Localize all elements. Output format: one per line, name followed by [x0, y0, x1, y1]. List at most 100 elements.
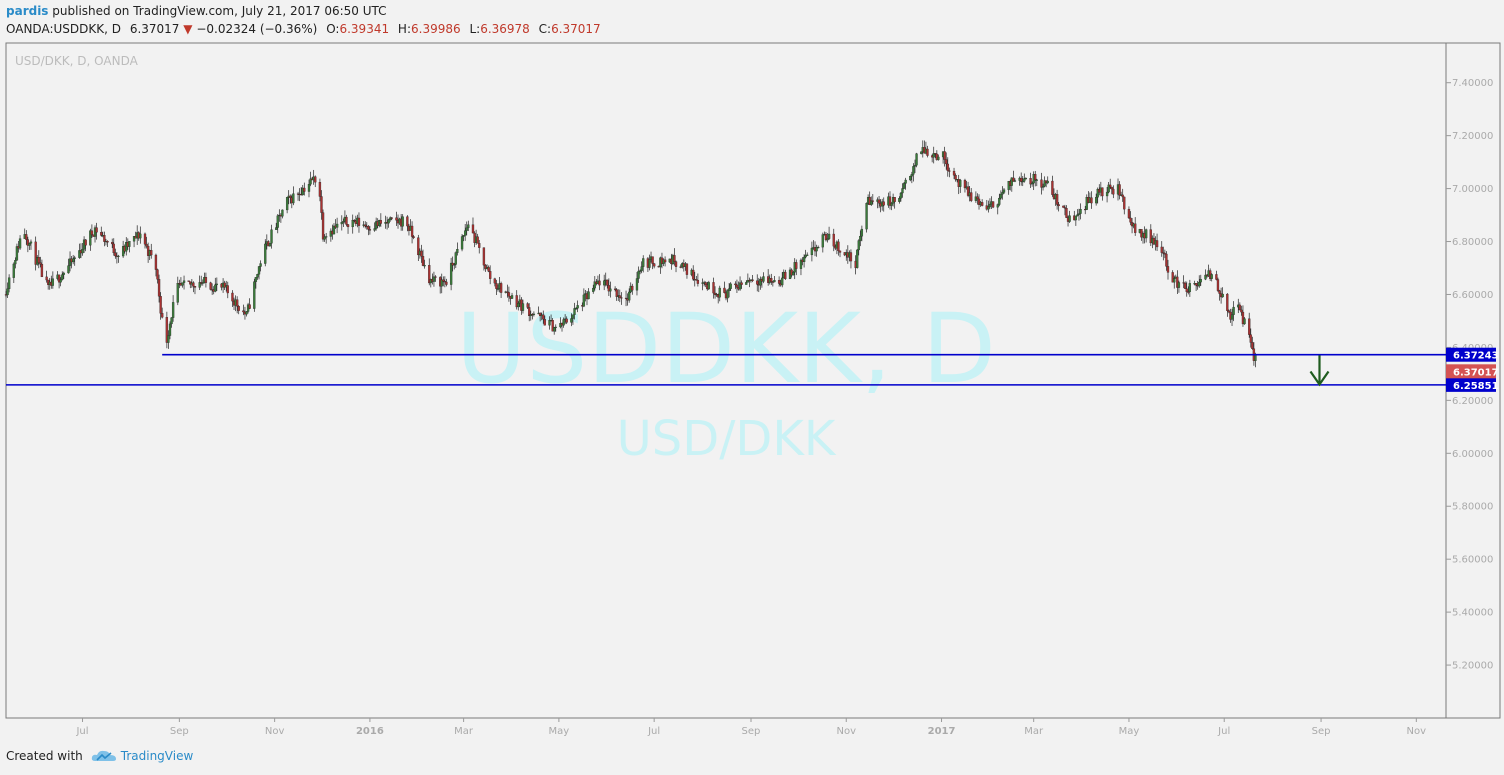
candle-body — [865, 203, 868, 230]
candle — [773, 276, 776, 283]
candle-body — [759, 278, 762, 286]
candle-body — [729, 283, 732, 289]
candle — [460, 233, 464, 252]
candle — [449, 257, 453, 291]
candle-body — [496, 288, 500, 290]
candle-body — [824, 233, 828, 241]
candle — [464, 224, 467, 241]
candle-body — [78, 250, 81, 258]
candle-body — [554, 326, 557, 328]
candle — [181, 282, 184, 288]
candle — [521, 299, 525, 314]
candle-body — [727, 288, 731, 291]
candle-body — [231, 292, 234, 302]
candle-body — [100, 232, 103, 236]
candle-body — [256, 274, 259, 278]
candle — [1029, 172, 1032, 189]
candle-body — [574, 308, 578, 310]
candle-body — [565, 318, 568, 323]
candle-body — [248, 304, 251, 309]
candle — [723, 281, 726, 294]
candle — [587, 288, 590, 300]
candle — [571, 314, 575, 325]
candle-body — [487, 267, 490, 272]
candle-body — [692, 269, 695, 280]
candle-body — [1171, 272, 1174, 283]
candle — [45, 270, 48, 283]
candle — [510, 292, 514, 300]
candle — [576, 300, 579, 313]
candle-body — [827, 233, 831, 239]
candle — [712, 277, 715, 299]
candle — [554, 324, 557, 332]
candle-body — [802, 256, 806, 263]
candle-body — [410, 225, 414, 237]
author-link[interactable]: pardis — [6, 4, 49, 18]
candle-body — [1057, 204, 1060, 207]
candle — [254, 277, 258, 289]
candle — [804, 249, 807, 259]
candle-body — [966, 186, 970, 196]
candle — [1063, 204, 1067, 216]
tradingview-link[interactable]: TradingView — [120, 749, 194, 763]
candle-body — [746, 280, 750, 283]
candle-body — [59, 279, 62, 283]
candle-body — [323, 236, 326, 240]
candle-body — [877, 199, 881, 204]
candle-body — [1041, 186, 1045, 188]
candle-body — [157, 279, 161, 297]
candle — [902, 181, 906, 190]
candle-body — [674, 261, 678, 267]
down-arrow-icon — [1309, 355, 1330, 387]
candle — [1001, 186, 1004, 200]
candle — [1176, 270, 1179, 295]
candle — [373, 222, 376, 232]
candle — [1162, 246, 1165, 261]
candle — [1112, 185, 1115, 199]
candle-body — [996, 204, 999, 208]
candle-body — [154, 254, 158, 270]
candle-body — [171, 302, 175, 318]
candle-body — [145, 244, 148, 247]
candle — [912, 163, 915, 182]
candle — [320, 190, 323, 220]
candle — [1129, 211, 1132, 226]
candle — [1227, 309, 1231, 314]
candle-body — [976, 196, 979, 200]
candle-body — [307, 184, 311, 192]
candle-body — [1243, 318, 1246, 325]
candle-body — [1105, 191, 1109, 197]
candle-body — [215, 283, 218, 286]
candle-body — [548, 320, 551, 326]
candle-body — [26, 239, 30, 246]
candle — [289, 194, 292, 204]
candle-body — [712, 282, 715, 294]
candle — [909, 175, 912, 182]
candle — [551, 317, 554, 332]
candle — [977, 194, 981, 210]
candle — [456, 242, 459, 256]
candle — [648, 254, 651, 271]
candle — [574, 307, 578, 310]
candle-body — [460, 236, 464, 250]
candle — [976, 193, 979, 205]
candle — [1109, 178, 1112, 189]
candle-body — [1123, 196, 1126, 210]
candle-body — [1121, 194, 1124, 198]
candle-body — [618, 295, 621, 298]
candle — [78, 243, 81, 259]
candle — [542, 310, 545, 324]
candle — [991, 201, 995, 209]
low-value: 6.36978 — [480, 22, 530, 36]
candle — [987, 200, 990, 213]
candle-body — [517, 303, 520, 308]
candle — [966, 181, 970, 198]
candle — [870, 196, 873, 207]
candle — [935, 150, 938, 161]
candle-body — [784, 271, 787, 280]
candle-body — [1173, 278, 1176, 283]
candle — [856, 249, 859, 269]
candle — [692, 265, 695, 281]
candle — [454, 251, 457, 268]
